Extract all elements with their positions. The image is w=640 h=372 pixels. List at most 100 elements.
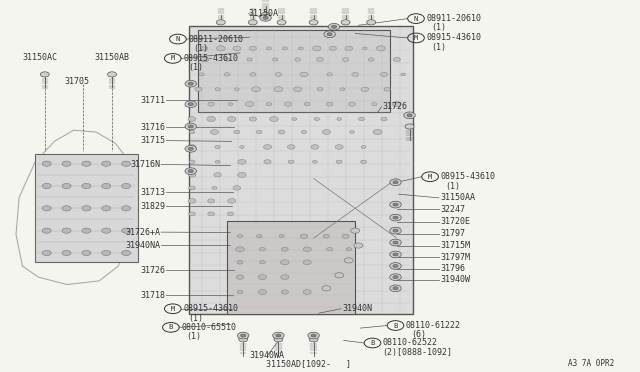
- Text: (1): (1): [193, 44, 208, 53]
- Circle shape: [225, 58, 230, 61]
- Circle shape: [354, 243, 363, 248]
- Circle shape: [336, 160, 342, 164]
- Circle shape: [266, 47, 271, 50]
- Circle shape: [342, 234, 349, 238]
- Text: (1): (1): [188, 63, 203, 72]
- Text: (6): (6): [411, 330, 426, 339]
- Circle shape: [189, 103, 195, 106]
- Circle shape: [237, 332, 249, 339]
- Circle shape: [260, 261, 265, 264]
- Circle shape: [274, 87, 283, 92]
- Circle shape: [188, 125, 193, 128]
- Circle shape: [401, 73, 406, 76]
- Circle shape: [381, 117, 387, 121]
- Text: 31716: 31716: [140, 123, 165, 132]
- Circle shape: [62, 228, 71, 233]
- Circle shape: [252, 87, 260, 92]
- Circle shape: [202, 46, 208, 50]
- Circle shape: [342, 58, 349, 61]
- Text: 08915-43610: 08915-43610: [426, 33, 481, 42]
- Circle shape: [185, 101, 196, 108]
- Circle shape: [42, 161, 51, 166]
- Circle shape: [264, 145, 271, 149]
- Circle shape: [393, 181, 398, 184]
- Circle shape: [233, 46, 241, 51]
- Circle shape: [393, 276, 398, 279]
- Text: 08911-20610: 08911-20610: [188, 35, 243, 44]
- Text: 31940N: 31940N: [342, 304, 372, 313]
- Circle shape: [340, 88, 345, 91]
- Circle shape: [228, 199, 236, 203]
- Circle shape: [236, 247, 244, 252]
- Circle shape: [361, 87, 369, 92]
- Circle shape: [249, 117, 257, 121]
- Text: (1): (1): [431, 23, 446, 32]
- Circle shape: [189, 186, 195, 190]
- Circle shape: [122, 228, 131, 233]
- Circle shape: [294, 87, 301, 92]
- Circle shape: [294, 58, 301, 61]
- Circle shape: [300, 234, 308, 238]
- Text: 31829: 31829: [140, 202, 165, 211]
- Circle shape: [393, 216, 398, 219]
- Circle shape: [185, 145, 196, 152]
- Circle shape: [249, 46, 257, 51]
- Circle shape: [260, 15, 271, 21]
- Text: N: N: [176, 36, 180, 42]
- Circle shape: [323, 130, 330, 134]
- Circle shape: [358, 117, 365, 121]
- Circle shape: [282, 47, 287, 50]
- Circle shape: [188, 103, 193, 106]
- Circle shape: [317, 87, 323, 91]
- Circle shape: [314, 118, 319, 121]
- Text: A3 7A 0PR2: A3 7A 0PR2: [568, 359, 614, 368]
- Circle shape: [277, 20, 286, 25]
- Circle shape: [324, 31, 335, 38]
- Circle shape: [362, 47, 367, 50]
- Circle shape: [42, 183, 51, 189]
- Circle shape: [349, 131, 355, 134]
- Text: 08915-43610: 08915-43610: [183, 54, 238, 63]
- Text: 08010-65510: 08010-65510: [181, 323, 236, 332]
- Text: 31726+A: 31726+A: [125, 228, 160, 237]
- Circle shape: [102, 183, 111, 189]
- Circle shape: [189, 212, 195, 216]
- Circle shape: [185, 123, 196, 130]
- Text: 08110-62522: 08110-62522: [383, 339, 438, 347]
- Circle shape: [199, 73, 204, 76]
- Text: 08915-43610: 08915-43610: [183, 304, 238, 313]
- Circle shape: [393, 287, 398, 290]
- Circle shape: [327, 33, 332, 36]
- Circle shape: [368, 58, 374, 61]
- Circle shape: [82, 206, 91, 211]
- Circle shape: [273, 332, 284, 339]
- Circle shape: [311, 145, 319, 149]
- Circle shape: [108, 72, 116, 77]
- Circle shape: [390, 285, 401, 292]
- Text: M: M: [414, 35, 418, 41]
- Circle shape: [279, 235, 284, 238]
- Circle shape: [208, 212, 214, 216]
- Circle shape: [281, 275, 289, 279]
- Circle shape: [42, 206, 51, 211]
- Circle shape: [40, 72, 49, 77]
- Circle shape: [257, 131, 262, 134]
- Circle shape: [188, 145, 196, 149]
- Circle shape: [188, 173, 196, 177]
- Text: 31150AB: 31150AB: [95, 53, 130, 62]
- Text: 31726: 31726: [140, 266, 165, 275]
- Circle shape: [288, 160, 294, 164]
- Circle shape: [188, 117, 196, 121]
- Circle shape: [392, 102, 401, 107]
- Circle shape: [189, 131, 195, 134]
- Circle shape: [327, 73, 332, 76]
- Circle shape: [360, 160, 367, 164]
- Circle shape: [384, 87, 390, 91]
- Circle shape: [281, 290, 289, 294]
- Circle shape: [309, 337, 318, 342]
- Circle shape: [233, 186, 241, 190]
- Circle shape: [345, 46, 353, 51]
- Circle shape: [257, 235, 262, 238]
- Text: 31940NA: 31940NA: [125, 241, 160, 250]
- Circle shape: [239, 337, 248, 342]
